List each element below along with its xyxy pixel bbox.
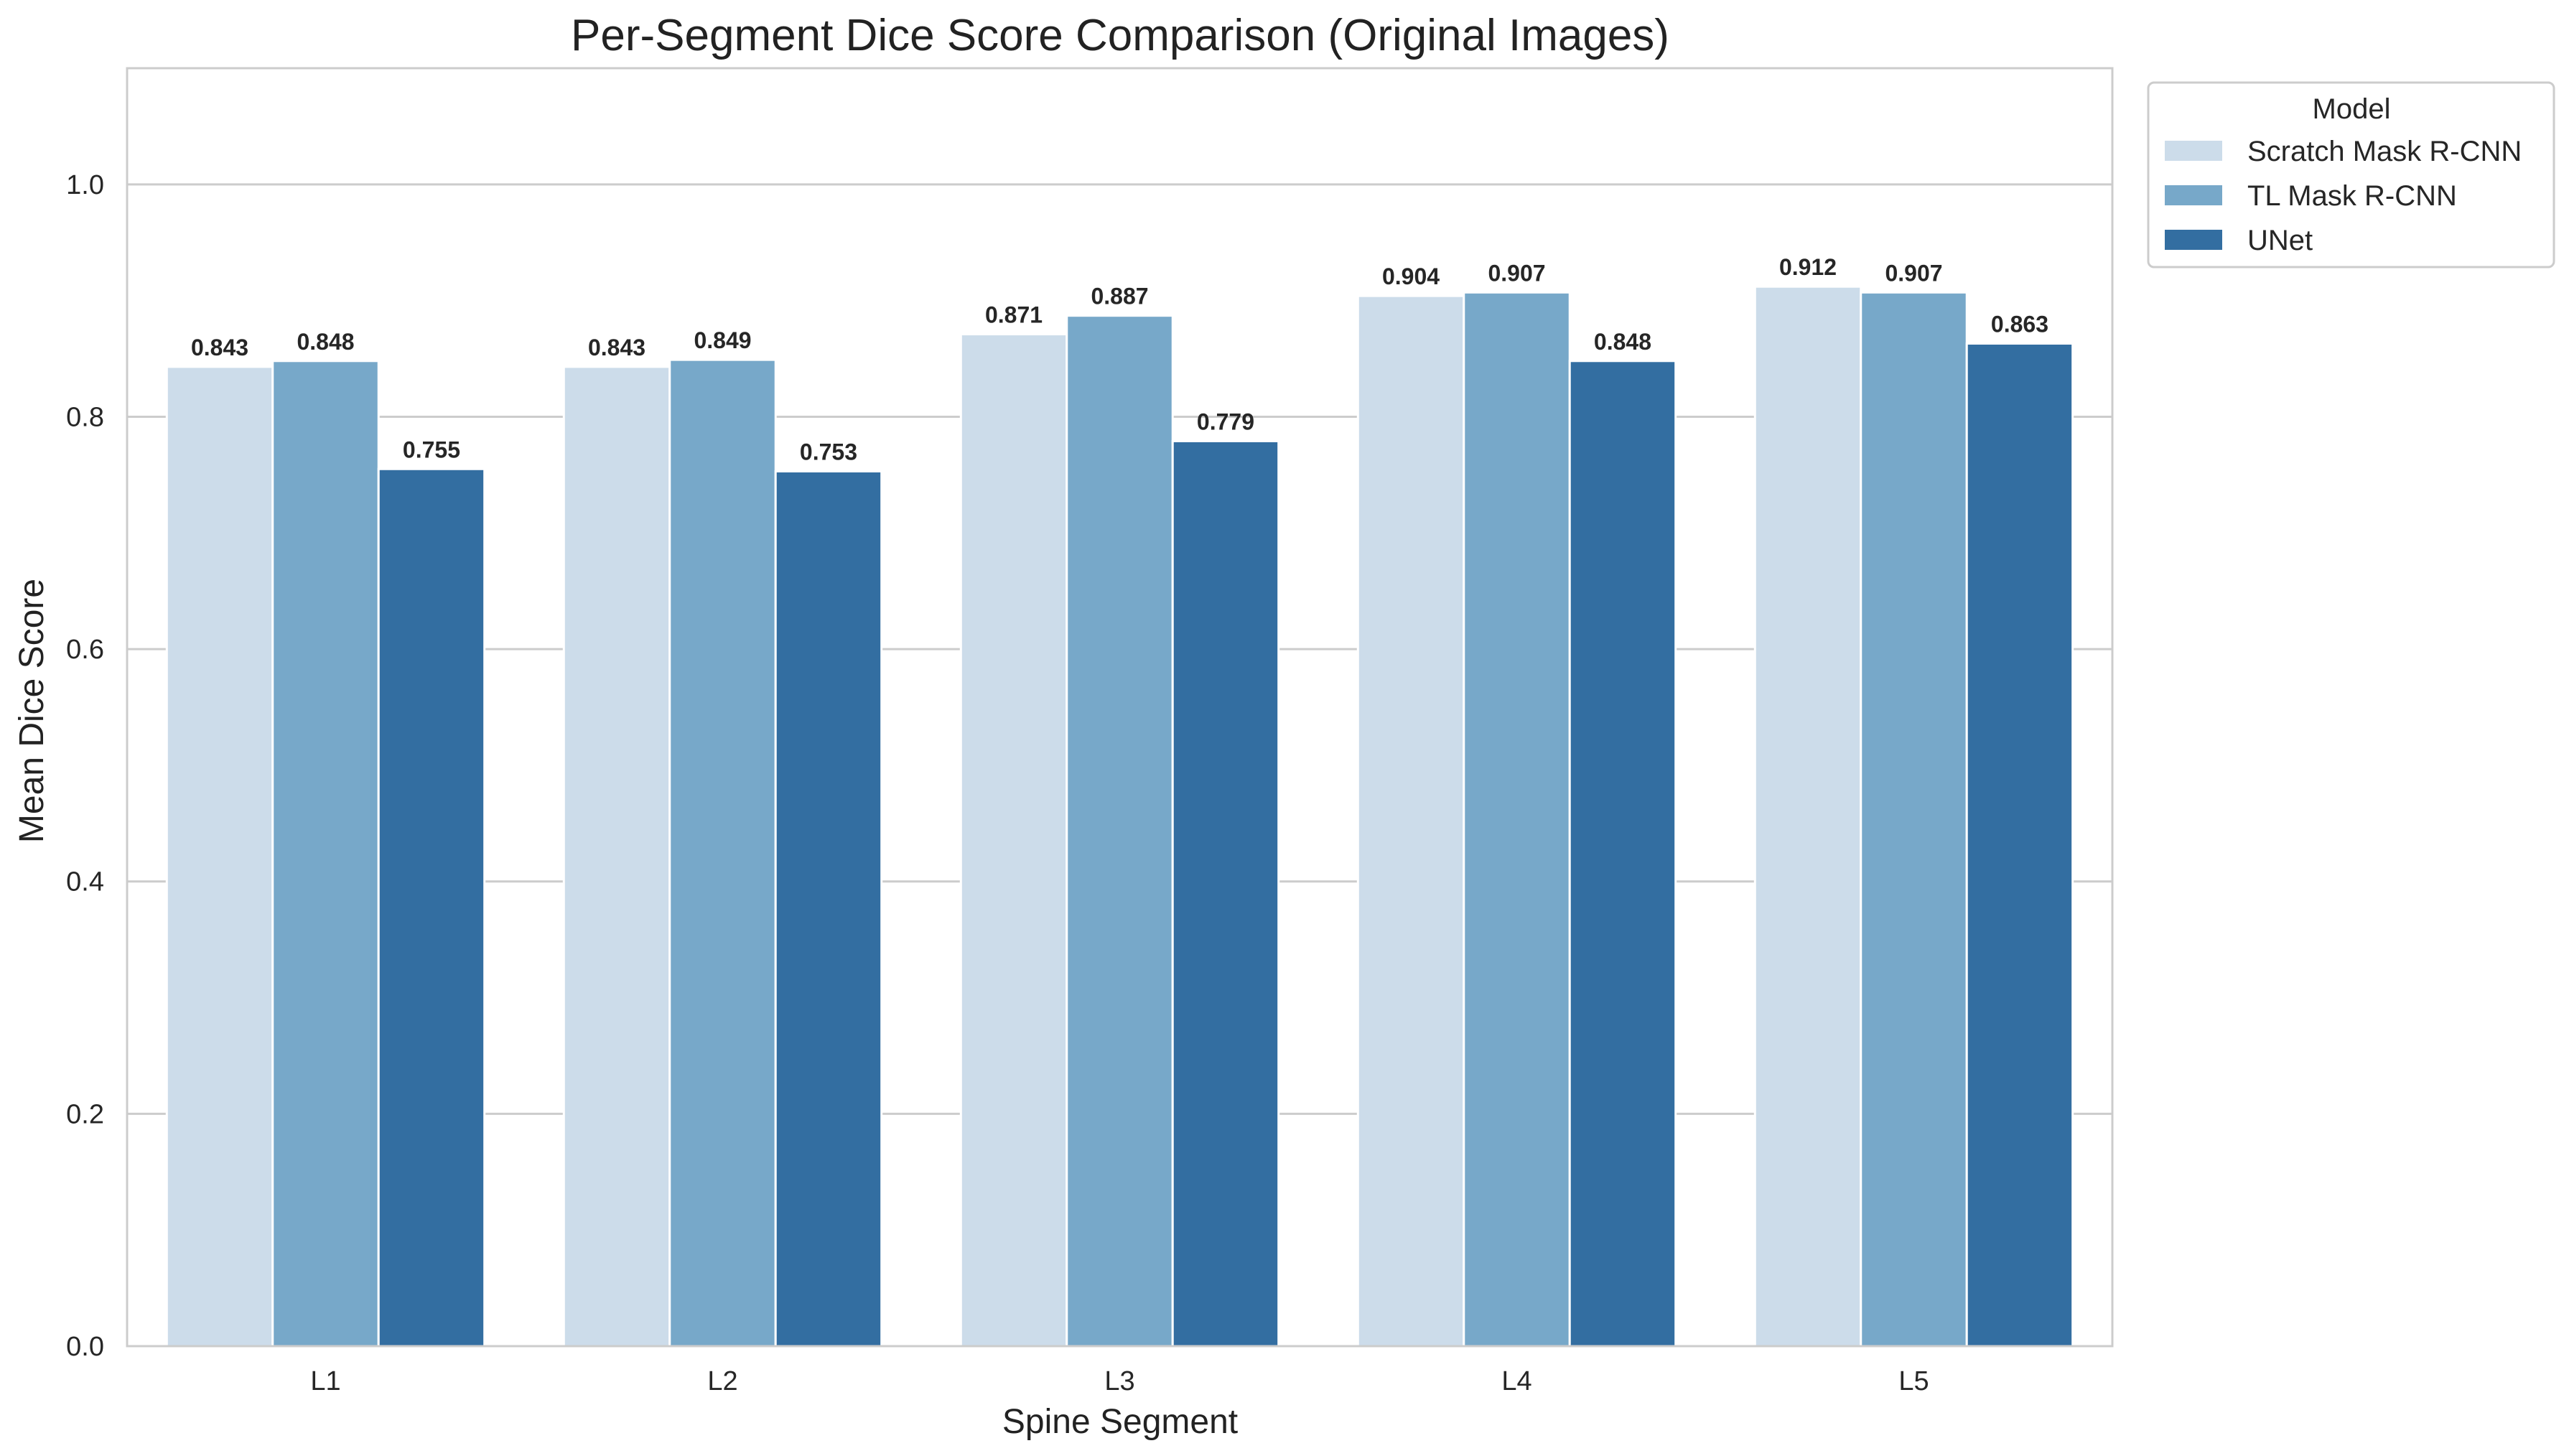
bar [165,365,274,1348]
plot-frame [126,67,2114,1348]
bar [377,467,486,1348]
legend-frame [2147,81,2555,269]
legend-label: TL Mask R-CNN [2247,180,2457,212]
x-tick-labels: L1 L2 L3 L4 L5 [310,1366,1929,1396]
bar [1356,294,1465,1348]
legend-title: Model [2313,93,2391,125]
bar-value-label: 0.907 [1488,260,1545,286]
y-tick-label: 0.0 [66,1332,104,1362]
x-tick-label: L4 [1501,1366,1531,1396]
legend-swatch [2165,141,2222,161]
legend: Model Scratch Mask R-CNN TL Mask R-CNN UNe… [2147,81,2555,269]
bar [1171,439,1280,1348]
bar [1463,291,1571,1348]
y-tick-label: 0.4 [66,867,104,897]
bar [562,365,671,1348]
bar [1860,291,1968,1348]
bar-value-label: 0.904 [1382,263,1440,289]
chart-title: Per-Segment Dice Score Comparison (Origi… [571,11,1669,60]
bar-value-labels: 0.843 0.848 0.755 0.843 0.849 0.753 0.871 0.887… [191,254,2048,465]
y-tick-label: 0.2 [66,1099,104,1129]
bars [165,285,2074,1348]
bar-value-label: 0.887 [1091,284,1148,309]
x-tick-label: L5 [1898,1366,1929,1396]
bar-value-label: 0.755 [403,437,460,462]
bar [1568,360,1677,1348]
legend-label: Scratch Mask R-CNN [2247,136,2522,167]
bar [1066,314,1174,1348]
legend-swatch [2165,230,2222,250]
bar-value-label: 0.753 [800,439,857,465]
legend-items: Scratch Mask R-CNN TL Mask R-CNN UNet [2165,136,2522,256]
x-tick-label: L1 [310,1366,340,1396]
bar-value-label: 0.848 [1594,329,1651,355]
y-tick-labels: 0.0 0.2 0.4 0.6 0.8 1.0 [66,170,104,1362]
bar [959,333,1068,1348]
legend-label: UNet [2247,225,2313,256]
bar-value-label: 0.912 [1779,254,1837,280]
y-axis-label: Mean Dice Score [13,579,51,843]
bar [1753,285,1862,1348]
y-tick-label: 0.6 [66,635,104,665]
bar-value-label: 0.843 [588,335,645,360]
y-tick-label: 1.0 [66,170,104,200]
x-tick-label: L3 [1104,1366,1134,1396]
y-tick-label: 0.8 [66,402,104,432]
bar [668,358,777,1348]
bar [774,470,883,1348]
legend-swatch [2165,185,2222,205]
bar [271,360,380,1348]
bar-value-label: 0.863 [1991,312,2048,337]
x-axis-label: Spine Segment [1002,1403,1238,1441]
bar-value-label: 0.907 [1885,260,1942,286]
x-tick-label: L2 [707,1366,737,1396]
bar-value-label: 0.843 [191,335,248,360]
bar-value-label: 0.779 [1197,409,1254,434]
bar [1965,342,2074,1348]
bar-value-label: 0.848 [297,329,354,355]
bar-value-label: 0.849 [694,327,751,353]
bar-value-label: 0.871 [985,302,1043,328]
